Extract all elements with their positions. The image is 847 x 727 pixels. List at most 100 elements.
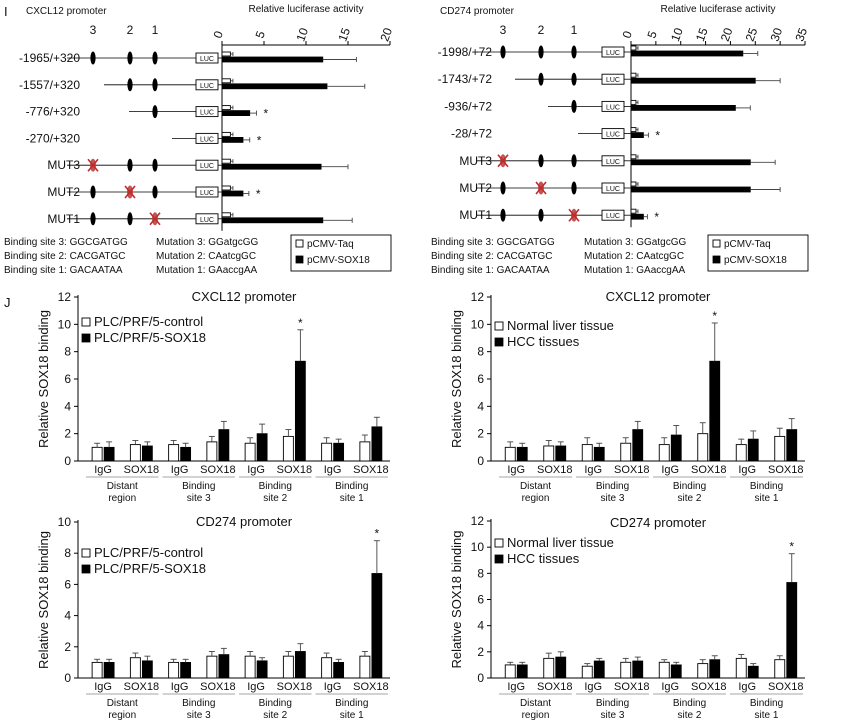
bar-control [581, 665, 593, 679]
x-tick-label: IgG [507, 464, 525, 476]
bar-pcmv-sox18 [630, 186, 751, 193]
binding-site-mark [90, 212, 96, 226]
y-tick-label: 6 [477, 372, 484, 386]
bar-control [658, 444, 670, 462]
mutation-cross [149, 212, 161, 226]
bar-pcmv-taq [221, 212, 231, 218]
legend-label: Normal liver tissue [507, 535, 614, 550]
bar-pcmv-sox18 [221, 56, 324, 63]
bar-control [206, 655, 218, 679]
x-tick-label: IgG [584, 681, 602, 693]
construct-label: MUT1 [47, 212, 80, 226]
group-label: site 1 [755, 710, 779, 721]
binding-site-seq: Binding site 1: GACAATAA [431, 265, 550, 276]
group-label: Binding [335, 481, 368, 492]
x-tick-label: SOX18 [614, 681, 649, 693]
bar-control [620, 442, 632, 462]
group-label: site 3 [187, 710, 211, 721]
bar-pcmv-taq [630, 99, 637, 105]
bar-pcmv-sox18 [630, 159, 751, 166]
construct-label: MUT2 [47, 185, 80, 199]
mutation-mark [87, 158, 99, 172]
x-tick-label: IgG [247, 464, 265, 476]
bar-control [129, 657, 141, 679]
x-tick-label: SOX18 [124, 464, 159, 476]
x-tick-label: 20 [718, 26, 736, 44]
bar-pcmv-taq [630, 45, 637, 51]
bar-sox18 [141, 660, 153, 679]
construct-label: -1743/+72 [438, 72, 493, 86]
y-tick-label: 0 [64, 671, 71, 685]
x-tick-label: SOX18 [200, 681, 235, 693]
group-label: site 3 [187, 493, 211, 504]
y-tick-label: 4 [64, 609, 71, 623]
bar-sox18 [593, 446, 605, 462]
bar-sox18 [593, 660, 605, 679]
binding-site-mark [127, 212, 133, 226]
group-label: Binding [750, 481, 783, 492]
mutation-seq: Mutation 1: GAaccgAA [584, 265, 685, 276]
construct-label: MUT3 [47, 158, 80, 172]
mutation-mark [535, 181, 547, 195]
y-axis-label: Relative SOX18 binding [449, 310, 464, 448]
binding-site-mark [152, 78, 158, 92]
y-tick-label: 10 [58, 515, 72, 529]
bar-pcmv-sox18 [221, 83, 328, 90]
luc-label: LUC [200, 56, 214, 63]
mutation-cross [497, 154, 509, 168]
group-label: Binding [673, 481, 706, 492]
bar-sox18 [218, 654, 230, 679]
x-tick-label: SOX18 [124, 681, 159, 693]
bar-pcmv-sox18 [221, 110, 251, 116]
group-label: region [522, 493, 550, 504]
luc-label: LUC [606, 77, 620, 84]
mutation-seq: Mutation 1: GAaccgAA [156, 265, 257, 276]
significance-star: * [298, 316, 303, 330]
luc-label: LUC [606, 213, 620, 220]
group-label: Binding [673, 698, 706, 709]
x-tick-label: IgG [171, 681, 189, 693]
bar-control [244, 442, 256, 462]
legend-swatch [81, 564, 91, 574]
y-tick-label: 12 [471, 290, 485, 304]
chart-chip-cd274-cell: CD274 promoter 0 2 4 6 8 10 Relative SOX18 bind… [36, 514, 390, 721]
bar-pcmv-taq [221, 78, 231, 84]
legend-box [290, 234, 392, 272]
legend-label: PLC/PRF/5-control [94, 314, 203, 329]
binding-site-mark [127, 158, 133, 172]
bar-control [658, 661, 670, 679]
mutation-seq: Mutation 2: CAatcgGC [156, 251, 256, 262]
binding-site-mark [538, 45, 544, 59]
x-tick-label: SOX18 [691, 681, 726, 693]
promoter-title: CD274 promoter [440, 6, 515, 17]
y-axis-label: Relative SOX18 binding [36, 310, 51, 448]
y-tick-label: 4 [64, 399, 71, 413]
legend-swatch [494, 321, 504, 331]
panel-label-j: J [4, 295, 11, 310]
y-tick-label: 6 [64, 372, 71, 386]
bar-sox18 [371, 573, 383, 679]
x-tick-label: IgG [94, 681, 112, 693]
group-label: site 1 [340, 493, 364, 504]
binding-site-seq: Binding site 3: GGCGATGG [4, 237, 128, 248]
legend-swatch [81, 317, 91, 327]
bar-control [620, 661, 632, 679]
bar-control [244, 655, 256, 679]
x-tick-label: 0 [620, 29, 636, 40]
y-tick-label: 2 [64, 427, 71, 441]
group-label: site 2 [263, 493, 287, 504]
mutation-mark [124, 185, 136, 199]
chart-chip-cxcl12-tissue: CXCL12 promoter 0 2 4 6 8 10 12 Relative SOX18 b… [449, 289, 805, 504]
legend-swatch [712, 255, 721, 264]
binding-site-seq: Binding site 1: GACAATAA [4, 265, 123, 276]
binding-site-mark [127, 51, 133, 65]
bar-sox18 [632, 660, 644, 679]
chart-luc-cxcl12: CXCL12 promoter Relative luciferase activ… [4, 4, 395, 276]
x-tick-label: SOX18 [277, 681, 312, 693]
bar-pcmv-sox18 [221, 163, 322, 170]
site-number: 1 [571, 23, 578, 37]
bar-pcmv-sox18 [630, 213, 644, 220]
bar-control [168, 661, 180, 679]
luc-label: LUC [200, 190, 214, 197]
bar-pcmv-sox18 [221, 217, 324, 224]
